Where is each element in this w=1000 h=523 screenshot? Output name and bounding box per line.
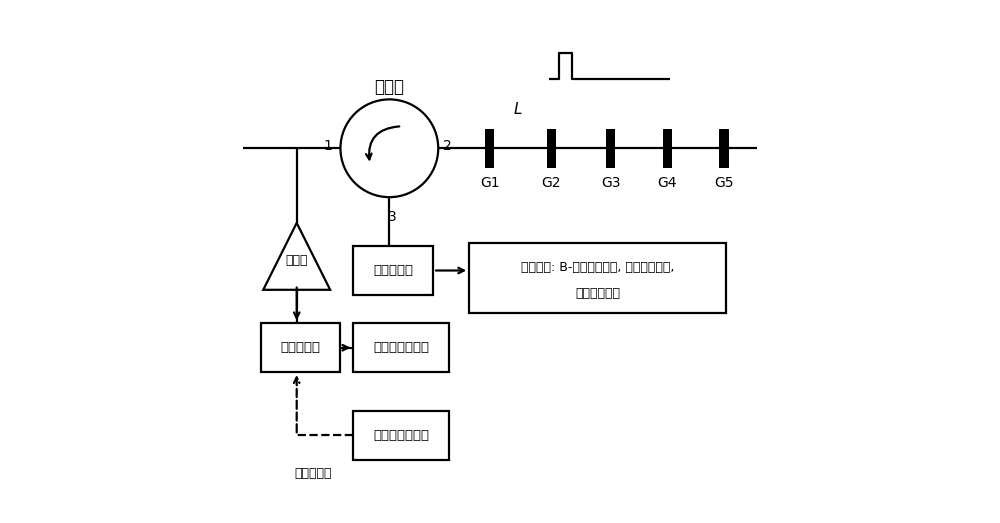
- Bar: [485, 129, 494, 167]
- Text: G3: G3: [601, 176, 620, 190]
- Text: L: L: [514, 102, 522, 117]
- Text: 数字信号发生器: 数字信号发生器: [373, 429, 429, 442]
- Bar: [353, 323, 449, 372]
- Text: G4: G4: [658, 176, 677, 190]
- Text: 放大器: 放大器: [285, 254, 308, 267]
- Bar: [719, 129, 729, 167]
- Text: G1: G1: [480, 176, 500, 190]
- Bar: [353, 246, 433, 295]
- Text: 反正切运算。: 反正切运算。: [575, 287, 620, 300]
- Text: 环形器: 环形器: [374, 77, 404, 96]
- Text: 光电探测器: 光电探测器: [373, 264, 413, 277]
- Text: 双方波信号: 双方波信号: [294, 468, 332, 480]
- Bar: [606, 129, 615, 167]
- Bar: [663, 129, 672, 167]
- Bar: [353, 411, 449, 460]
- Bar: [469, 244, 726, 313]
- Text: 声光调制器: 声光调制器: [281, 341, 321, 354]
- Text: 数据处理: B-样条小波变换, 希尔伯特变换,: 数据处理: B-样条小波变换, 希尔伯特变换,: [521, 262, 674, 274]
- Text: 1: 1: [324, 139, 333, 153]
- Text: 2: 2: [443, 139, 452, 153]
- Bar: [547, 129, 556, 167]
- Text: 连续单频激光器: 连续单频激光器: [373, 341, 429, 354]
- Bar: [261, 323, 340, 372]
- Text: 3: 3: [388, 210, 396, 224]
- Text: G2: G2: [542, 176, 561, 190]
- Text: G5: G5: [714, 176, 734, 190]
